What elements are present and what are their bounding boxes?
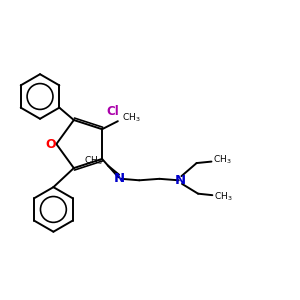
Text: Cl: Cl [106, 105, 119, 118]
Text: N: N [175, 174, 186, 187]
Text: CH$_3$: CH$_3$ [213, 154, 231, 166]
Text: CH$_3$: CH$_3$ [122, 112, 141, 124]
Text: N: N [113, 172, 124, 185]
Text: CH$_3$: CH$_3$ [84, 155, 103, 167]
Text: CH$_3$: CH$_3$ [214, 190, 232, 203]
Text: O: O [46, 138, 56, 151]
